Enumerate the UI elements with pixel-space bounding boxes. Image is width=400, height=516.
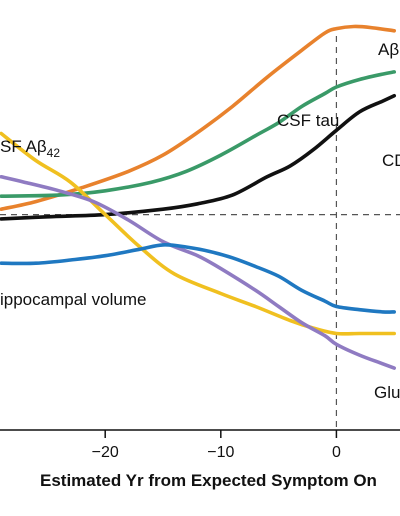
series-line-5 <box>0 243 396 314</box>
label-csf-abeta42-subscript: 42 <box>47 146 61 160</box>
label-glu-me: Glu me <box>374 383 400 402</box>
series-line-3 <box>0 131 396 336</box>
label-hippocampal-volume: ippocampal volume <box>0 290 146 309</box>
label-abeta: Aβ <box>378 40 399 59</box>
x-axis-label: Estimated Yr from Expected Symptom On <box>40 471 377 490</box>
x-axis: −20 −10 0 <box>0 429 400 461</box>
reference-lines <box>0 36 400 430</box>
x-tick-label: −10 <box>207 444 234 461</box>
x-tick-label: 0 <box>332 444 341 461</box>
series-labels: Aβ CSF tau CD SF Aβ42 ippocampal volume … <box>0 40 400 402</box>
label-csf-tau: CSF tau <box>277 111 339 130</box>
label-csf-abeta42-main: SF Aβ <box>0 137 47 156</box>
series-lines <box>0 24 396 370</box>
label-cd: CD <box>382 151 400 170</box>
series-line-4 <box>0 175 396 370</box>
label-csf-abeta42: SF Aβ42 <box>0 137 60 160</box>
series-line-0 <box>0 24 396 211</box>
series-line-1 <box>0 70 396 198</box>
x-tick-label: −20 <box>92 444 119 461</box>
